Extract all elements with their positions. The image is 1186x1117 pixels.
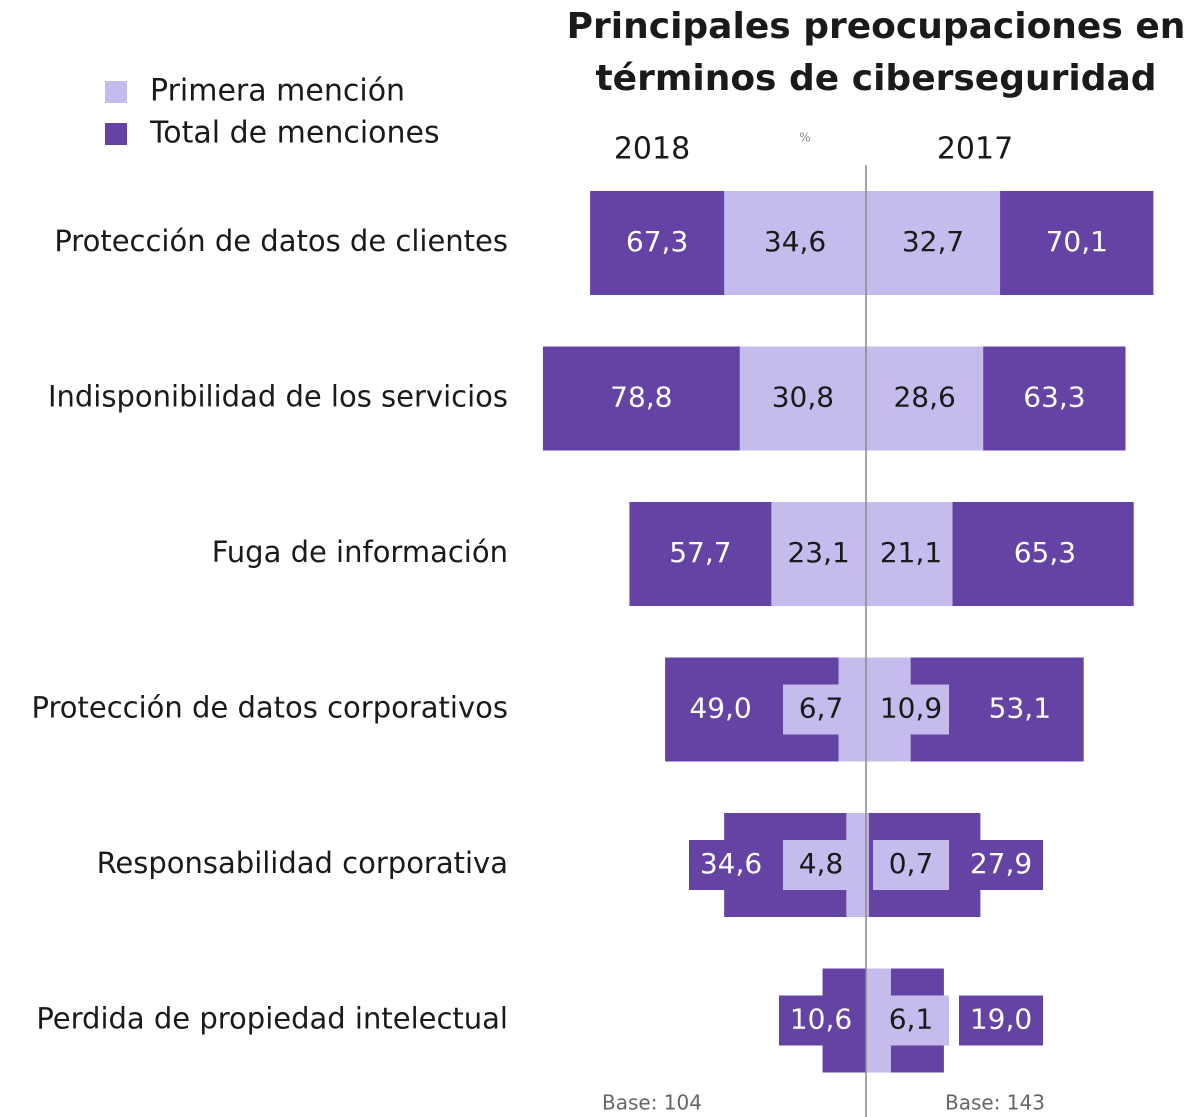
value-label: 32,7 [902,225,964,258]
chart-title: Principales preocupaciones en [567,6,1186,47]
category-label: Responsabilidad corporativa [97,846,508,880]
value-label: 10,9 [880,692,942,725]
label-box [1034,218,1119,268]
legend-label: Primera mención [150,74,405,109]
label-box [779,995,863,1046]
value-label: 0,7 [889,847,934,880]
label-box [658,529,743,579]
value-label: 53,1 [989,692,1051,725]
label-box [873,995,949,1046]
label-box [780,529,857,579]
value-label: 30,8 [772,381,834,414]
label-box [873,529,949,579]
category-label: Protección de datos de clientes [54,224,508,258]
value-label: 65,3 [1014,536,1076,569]
label-box [783,840,859,890]
value-label: 27,9 [970,847,1032,880]
value-label: 49,0 [689,692,751,725]
label-box [689,840,773,890]
value-label: 10,6 [790,1003,852,1036]
value-label: 19,0 [970,1003,1032,1036]
bar [866,813,869,917]
value-label: 6,7 [799,692,844,725]
label-box [599,373,684,424]
chart-title: términos de ciberseguridad [595,58,1156,99]
label-box [757,218,834,268]
label-box [959,995,1043,1046]
legend-swatch [105,123,127,145]
label-box [783,684,859,735]
value-label: 4,8 [799,847,844,880]
value-label: 78,8 [610,381,672,414]
unit-label: % [799,131,810,145]
value-label: 70,1 [1046,225,1108,258]
label-box [1012,373,1097,424]
label-box [959,840,1043,890]
label-box [873,840,949,890]
legend-swatch [105,81,127,103]
group-label: 2017 [937,132,1013,167]
label-box [764,373,841,424]
value-label: 57,7 [669,536,731,569]
value-label: 63,3 [1023,381,1085,414]
legend-label: Total de menciones [149,116,440,151]
value-label: 67,3 [626,225,688,258]
label-box [977,684,1062,735]
label-box [678,684,763,735]
value-label: 21,1 [880,536,942,569]
value-label: 23,1 [787,536,849,569]
label-box [873,684,949,735]
label-box [615,218,700,268]
label-box [895,218,972,268]
category-label: Perdida de propiedad intelectual [36,1002,508,1036]
category-label: Protección de datos corporativos [32,691,509,725]
base-note: Base: 143 [945,1091,1045,1115]
label-box [886,373,963,424]
group-label: 2018 [614,132,690,167]
label-box [1002,529,1087,579]
value-label: 34,6 [700,847,762,880]
value-label: 6,1 [889,1003,934,1036]
category-label: Indisponibilidad de los servicios [48,380,508,414]
base-note: Base: 104 [602,1091,702,1115]
value-label: 34,6 [764,225,826,258]
value-label: 28,6 [893,381,955,414]
category-label: Fuga de información [212,535,508,569]
